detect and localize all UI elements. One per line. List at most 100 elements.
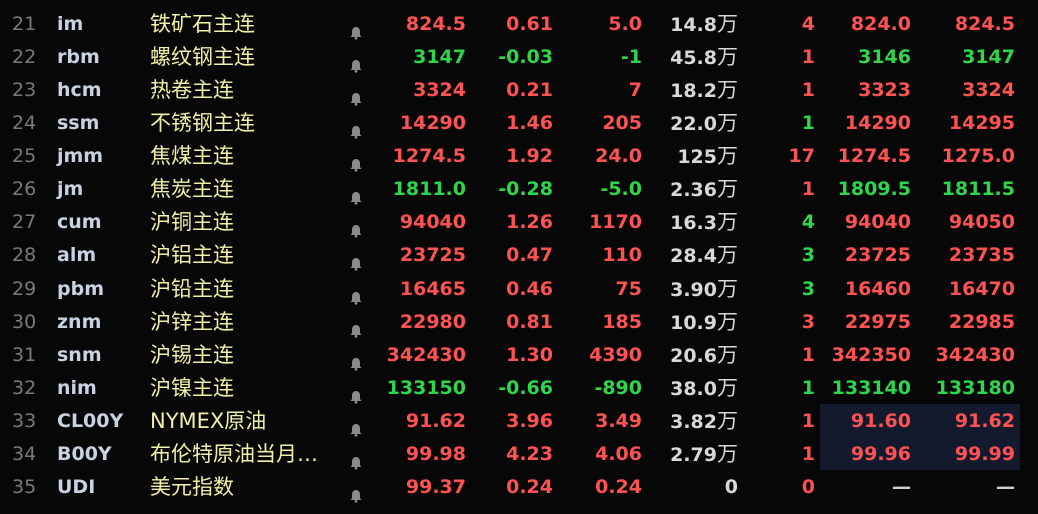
- unit-wan: 万: [717, 78, 738, 103]
- bid-price: 91.60: [850, 409, 911, 432]
- symbol-name: 美元指数: [150, 474, 234, 499]
- bid-price: 3323: [858, 79, 911, 102]
- quote-row[interactable]: 31 snm 沪锡主连 342430 1.30 4390 20.6万 1 342…: [0, 339, 1038, 372]
- symbol-name: 沪铅主连: [150, 276, 234, 301]
- bell-icon[interactable]: [349, 382, 363, 404]
- ask-price: 91.62: [954, 409, 1015, 432]
- bell-icon[interactable]: [349, 18, 363, 40]
- quote-row[interactable]: 34 B00Y 布伦特原油当月… 99.98 4.23 4.06 2.79万 1…: [0, 438, 1038, 471]
- row-index: 28: [12, 244, 37, 267]
- volume: 28.4万: [670, 243, 738, 268]
- last-price: 23725: [399, 244, 466, 267]
- bell-icon[interactable]: [349, 117, 363, 139]
- unit-wan: 万: [717, 243, 738, 268]
- unit-wan: 万: [717, 375, 738, 400]
- volume: 3.82万: [670, 408, 738, 433]
- change-amount: 4390: [589, 343, 642, 366]
- bell-icon[interactable]: [349, 51, 363, 73]
- volume: 0: [724, 475, 738, 498]
- symbol-code: CL00Y: [57, 409, 124, 432]
- quote-row[interactable]: 27 cum 沪铜主连 94040 1.26 1170 16.3万 4 9404…: [0, 206, 1038, 239]
- row-index: 23: [12, 79, 37, 102]
- change-amount: 110: [602, 244, 642, 267]
- quote-row[interactable]: 23 hcm 热卷主连 3324 0.21 7 18.2万 1 3323 332…: [0, 74, 1038, 107]
- bell-icon[interactable]: [349, 150, 363, 172]
- change-percent: 0.21: [506, 79, 553, 102]
- bid-price: 94040: [844, 211, 911, 234]
- row-index: 29: [12, 277, 37, 300]
- ask-price: 16470: [948, 277, 1015, 300]
- symbol-code: UDI: [57, 475, 96, 498]
- symbol-code: im: [57, 13, 84, 35]
- bid-price: 3146: [858, 46, 911, 69]
- unit-wan: 万: [717, 309, 738, 334]
- change-percent: 0.24: [506, 475, 553, 498]
- row-index: 25: [12, 145, 37, 168]
- last-price: 824.5: [405, 13, 466, 35]
- unit-wan: 万: [717, 45, 738, 70]
- bid-price: 16460: [844, 277, 911, 300]
- bell-icon[interactable]: [349, 249, 363, 272]
- change-percent: 3.96: [506, 409, 553, 432]
- bell-icon[interactable]: [349, 84, 363, 106]
- trade-count: 1: [801, 376, 815, 399]
- bell-icon[interactable]: [349, 216, 363, 239]
- bell-icon[interactable]: [349, 283, 363, 305]
- quote-row[interactable]: 29 pbm 沪铅主连 16465 0.46 75 3.90万 3 16460 …: [0, 273, 1038, 306]
- quote-row[interactable]: 28 alm 沪铝主连 23725 0.47 110 28.4万 3 23725…: [0, 239, 1038, 272]
- ask-price: 94050: [948, 211, 1015, 234]
- bell-icon[interactable]: [349, 183, 363, 206]
- bell-icon[interactable]: [349, 481, 363, 503]
- symbol-name: 不锈钢主连: [150, 111, 255, 136]
- symbol-name: 螺纹钢主连: [150, 45, 255, 70]
- row-index: 35: [12, 475, 37, 498]
- quote-row[interactable]: 24 ssm 不锈钢主连 14290 1.46 205 22.0万 1 1429…: [0, 107, 1038, 140]
- symbol-name: 布伦特原油当月…: [150, 441, 318, 466]
- row-index: 26: [12, 178, 37, 201]
- ask-price: 1275.0: [941, 145, 1015, 168]
- bell-icon[interactable]: [349, 415, 363, 437]
- symbol-code: B00Y: [57, 442, 112, 465]
- change-amount: 7: [628, 79, 642, 102]
- change-amount: 4.06: [595, 442, 642, 465]
- symbol-code: znm: [57, 310, 102, 333]
- bid-price: 14290: [844, 112, 911, 135]
- quote-row[interactable]: 30 znm 沪锌主连 22980 0.81 185 10.9万 3 22975…: [0, 306, 1038, 339]
- quote-row[interactable]: 25 jmm 焦煤主连 1274.5 1.92 24.0 125万 17 127…: [0, 140, 1038, 173]
- bid-price: 22975: [844, 310, 911, 333]
- symbol-name: 热卷主连: [150, 78, 234, 103]
- symbol-name: 沪镍主连: [150, 375, 234, 400]
- row-index: 33: [12, 409, 37, 432]
- volume: 18.2万: [670, 78, 738, 103]
- row-index: 24: [12, 112, 37, 135]
- bell-icon[interactable]: [349, 349, 363, 371]
- trade-count: 4: [801, 211, 815, 234]
- symbol-code: pbm: [57, 277, 104, 300]
- ask-price: 3147: [962, 46, 1015, 69]
- quote-row[interactable]: 33 CL00Y NYMEX原油 91.62 3.96 3.49 3.82万 1…: [0, 405, 1038, 438]
- quote-row[interactable]: 22 rbm 螺纹钢主连 3147 -0.03 -1 45.8万 1 3146 …: [0, 41, 1038, 74]
- trade-count: 1: [801, 343, 815, 366]
- unit-wan: 万: [717, 12, 738, 36]
- bell-icon[interactable]: [349, 448, 363, 470]
- trade-count: 1: [801, 112, 815, 135]
- quote-row[interactable]: 32 nim 沪镍主连 133150 -0.66 -890 38.0万 1 13…: [0, 372, 1038, 405]
- selected-quote-highlight: [820, 404, 1020, 470]
- change-percent: -0.28: [498, 178, 553, 201]
- ask-price: 23735: [948, 244, 1015, 267]
- quote-row[interactable]: 26 jm 焦炭主连 1811.0 -0.28 -5.0 2.36万 1 180…: [0, 173, 1038, 206]
- change-percent: 0.81: [506, 310, 553, 333]
- volume: 22.0万: [670, 111, 738, 136]
- volume: 2.36万: [670, 177, 738, 202]
- quote-row[interactable]: 21 im 铁矿石主连 824.5 0.61 5.0 14.8万 4 824.0…: [0, 8, 1038, 41]
- bid-price: 1809.5: [837, 178, 911, 201]
- symbol-name: 沪铝主连: [150, 243, 234, 268]
- bell-icon[interactable]: [349, 316, 363, 338]
- change-amount: -1: [620, 46, 642, 69]
- last-price: 94040: [399, 211, 466, 234]
- change-percent: 0.46: [506, 277, 553, 300]
- unit-wan: 万: [717, 210, 738, 235]
- last-price: 14290: [399, 112, 466, 135]
- quote-row[interactable]: 35 UDI 美元指数 99.37 0.24 0.24 0 0 — —: [0, 471, 1038, 504]
- last-price: 133150: [386, 376, 466, 399]
